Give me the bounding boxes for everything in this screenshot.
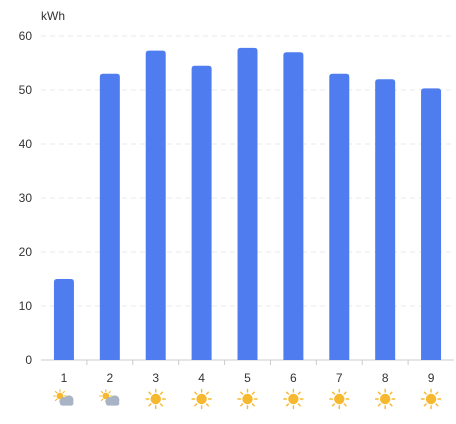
sunny-icon xyxy=(329,388,350,410)
x-tick-label: 1 xyxy=(61,371,68,385)
bar-7[interactable] xyxy=(329,73,350,361)
y-unit-label: kWh xyxy=(41,9,65,23)
weather-icon-row xyxy=(53,388,442,410)
sunny-icon xyxy=(145,388,166,410)
sunny-icon xyxy=(374,388,396,410)
x-tick-label: 3 xyxy=(152,371,159,385)
x-tick-label: 2 xyxy=(106,371,113,385)
bar-4[interactable] xyxy=(191,65,212,360)
partly-cloudy-icon xyxy=(98,389,120,406)
bar-6[interactable] xyxy=(283,52,304,360)
bar-layer xyxy=(53,47,442,361)
partly-cloudy-icon xyxy=(53,389,74,406)
y-tick-label: 30 xyxy=(19,191,33,205)
x-tick-label: 7 xyxy=(336,371,343,385)
y-tick-label: 0 xyxy=(25,353,32,367)
bar-3[interactable] xyxy=(145,50,166,360)
x-tick-label: 5 xyxy=(244,371,251,385)
x-tick-label: 8 xyxy=(382,371,389,385)
sunny-icon xyxy=(191,388,212,410)
y-tick-label: 20 xyxy=(19,245,33,259)
x-tick-label: 6 xyxy=(290,371,297,385)
bar-5[interactable] xyxy=(237,47,258,360)
sunny-icon xyxy=(420,388,442,410)
bar-8[interactable] xyxy=(375,79,396,360)
y-tick-label: 60 xyxy=(19,29,33,43)
y-tick-label: 40 xyxy=(19,137,33,151)
bar-1[interactable] xyxy=(53,279,74,360)
bar-9[interactable] xyxy=(421,88,442,360)
x-axis-ticks: 1 2 3 4 5 6 7 8 9 xyxy=(61,360,435,385)
x-tick-label: 4 xyxy=(198,371,205,385)
bar-2[interactable] xyxy=(99,73,120,361)
y-tick-label: 50 xyxy=(19,83,33,97)
sunny-icon xyxy=(237,388,258,410)
sunny-icon xyxy=(283,388,304,410)
y-axis-ticks: 0 10 20 30 40 50 60 xyxy=(19,29,33,367)
y-tick-label: 10 xyxy=(19,299,33,313)
x-tick-label: 9 xyxy=(428,371,435,385)
